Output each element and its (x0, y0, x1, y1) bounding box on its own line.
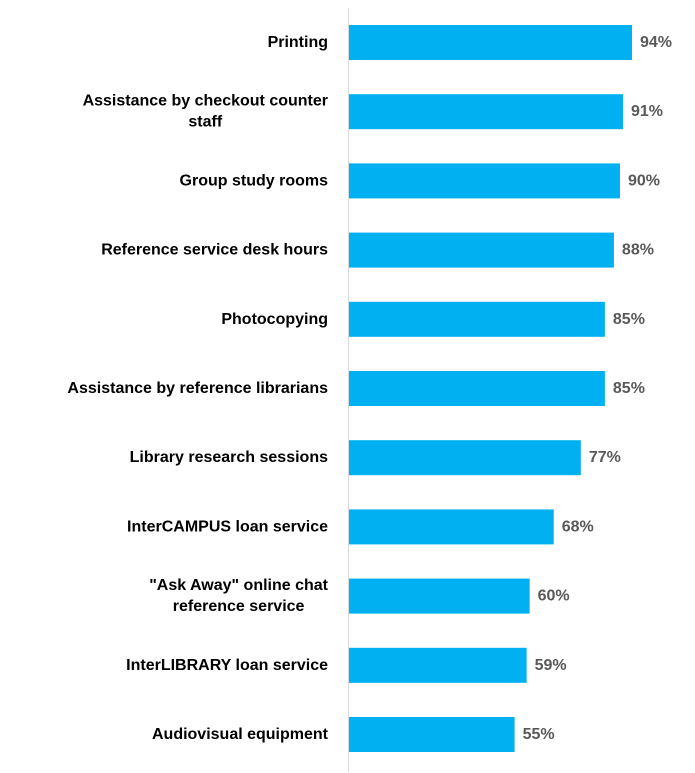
bar-0 (349, 25, 632, 60)
category-label-3: Reference service desk hours (101, 242, 328, 259)
value-label-7: 68% (562, 518, 594, 535)
category-label-2: Group study rooms (180, 172, 329, 189)
bar-1 (349, 94, 623, 130)
value-label-9: 59% (535, 657, 567, 674)
bar-10 (349, 717, 515, 752)
category-label-8-line-1: reference service (173, 598, 305, 615)
value-label-4: 85% (613, 311, 645, 328)
category-label-9: InterLIBRARY loan service (126, 657, 328, 674)
bar-6 (349, 440, 581, 476)
value-label-5: 85% (613, 380, 645, 397)
value-label-2: 90% (628, 172, 660, 189)
bars-group (349, 25, 632, 752)
category-label-0: Printing (268, 34, 328, 51)
bar-4 (349, 301, 605, 337)
value-label-1: 91% (631, 103, 663, 120)
category-label-8-line-0: "Ask Away" online chat (149, 577, 328, 594)
value-label-10: 55% (523, 726, 555, 743)
value-label-3: 88% (622, 242, 654, 259)
category-label-1-line-1: staff (188, 114, 222, 131)
value-label-6: 77% (589, 449, 621, 466)
category-label-5: Assistance by reference librarians (67, 380, 328, 397)
value-label-8: 60% (538, 588, 570, 605)
category-label-6: Library research sessions (130, 449, 328, 466)
category-label-7: InterCAMPUS loan service (127, 518, 328, 535)
bar-3 (349, 232, 614, 268)
bar-2 (349, 163, 620, 199)
category-label-1-line-0: Assistance by checkout counter (83, 93, 328, 110)
bar-5 (349, 371, 605, 406)
value-labels-group: 94% 91% 90% 88% 85% 85% 77% 68% 60% 59% 55% (523, 34, 672, 743)
bar-9 (349, 647, 527, 683)
category-label-10: Audiovisual equipment (152, 726, 329, 743)
bar-8 (349, 578, 530, 614)
value-label-0: 94% (640, 34, 672, 51)
category-label-4: Photocopying (221, 311, 328, 328)
category-labels-group: Printing Assistance by checkout counter st… (67, 34, 328, 743)
bar-7 (349, 509, 554, 545)
